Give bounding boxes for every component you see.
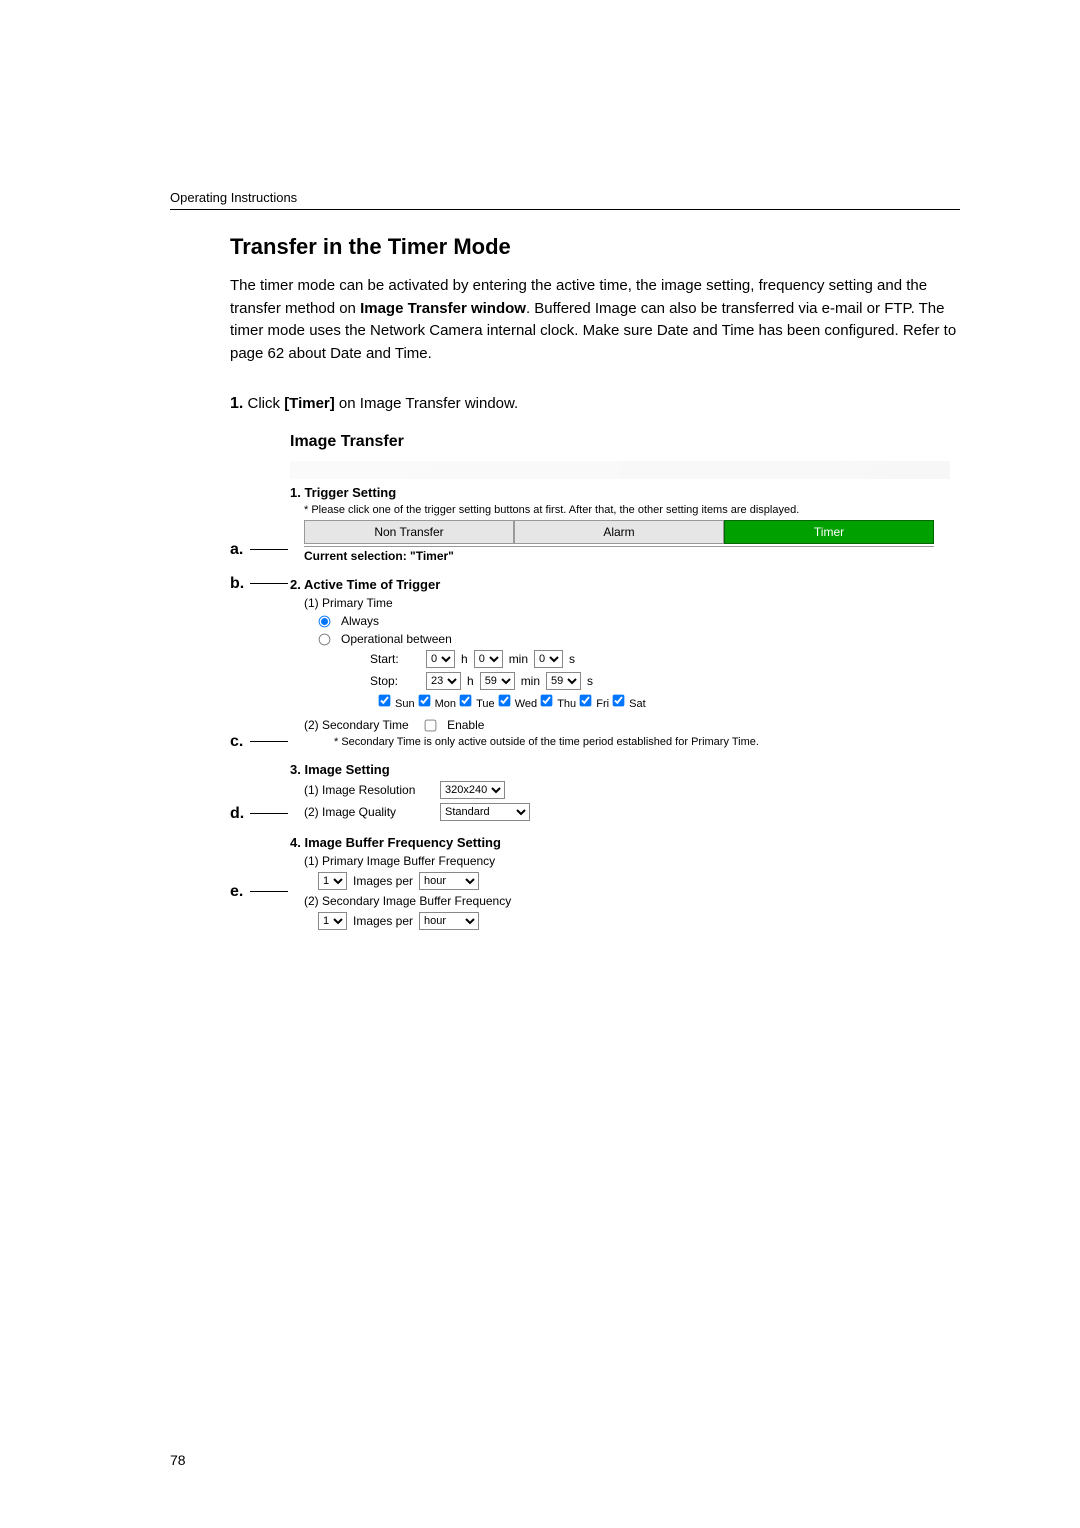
primary-freq-label: (1) Primary Image Buffer Frequency	[304, 854, 950, 868]
primary-unit-select[interactable]: hour	[419, 872, 479, 890]
non-transfer-button[interactable]: Non Transfer	[304, 520, 514, 544]
step-1-pre: Click	[243, 395, 284, 412]
sat-checkbox[interactable]	[613, 695, 625, 707]
primary-mid-label: Images per	[353, 874, 413, 888]
secondary-mid-label: Images per	[353, 914, 413, 928]
frequency-heading: 4. Image Buffer Frequency Setting	[290, 835, 950, 850]
trigger-setting-section: 1. Trigger Setting * Please click one of…	[290, 485, 950, 563]
sun-checkbox[interactable]	[379, 695, 391, 707]
secondary-freq-label: (2) Secondary Image Buffer Frequency	[304, 894, 950, 908]
page-title: Transfer in the Timer Mode	[230, 234, 960, 260]
mon-checkbox[interactable]	[418, 695, 430, 707]
figure: a. b. c. d. e. Image Transfer 1. Trigger…	[250, 433, 960, 930]
days-row: Sun Mon Tue Wed Thu Fri Sat	[378, 694, 950, 710]
enable-checkbox[interactable]	[425, 719, 437, 731]
intro-bold: Image Transfer window	[360, 300, 526, 317]
stop-min-select[interactable]: 59	[480, 672, 515, 690]
unit-m2: min	[521, 674, 540, 688]
unit-s1: s	[569, 652, 575, 666]
step-1-post: on Image Transfer window.	[335, 395, 518, 412]
watermark-strip	[290, 461, 950, 479]
image-setting-heading: 3. Image Setting	[290, 762, 950, 777]
primary-time-label: (1) Primary Time	[304, 596, 950, 610]
thu-checkbox[interactable]	[541, 695, 553, 707]
stop-hour-select[interactable]: 23	[426, 672, 461, 690]
start-hour-select[interactable]: 0	[426, 650, 455, 668]
secondary-note: * Secondary Time is only active outside …	[334, 736, 950, 748]
start-label: Start:	[370, 652, 420, 666]
tue-checkbox[interactable]	[460, 695, 472, 707]
secondary-time-label: (2) Secondary Time	[304, 718, 409, 732]
step-1-bold: [Timer]	[284, 395, 335, 412]
wed-label: Wed	[515, 698, 537, 710]
secondary-count-select[interactable]: 1	[318, 912, 347, 930]
tue-label: Tue	[476, 698, 495, 710]
always-label: Always	[341, 614, 379, 628]
callout-e: e.	[230, 883, 243, 901]
wed-checkbox[interactable]	[498, 695, 510, 707]
frequency-section: 4. Image Buffer Frequency Setting (1) Pr…	[290, 835, 950, 930]
callout-a: a.	[230, 541, 243, 559]
primary-count-select[interactable]: 1	[318, 872, 347, 890]
callout-a-line	[250, 549, 288, 550]
unit-h2: h	[467, 674, 474, 688]
fri-checkbox[interactable]	[580, 695, 592, 707]
trigger-heading: 1. Trigger Setting	[290, 485, 950, 500]
alarm-button[interactable]: Alarm	[514, 520, 724, 544]
callout-d: d.	[230, 805, 244, 823]
enable-label: Enable	[447, 718, 484, 732]
unit-h1: h	[461, 652, 468, 666]
unit-s2: s	[587, 674, 593, 688]
step-1-number: 1.	[230, 395, 243, 412]
start-min-select[interactable]: 0	[474, 650, 503, 668]
panel-title: Image Transfer	[290, 433, 950, 451]
intro-paragraph: The timer mode can be activated by enter…	[230, 275, 960, 365]
active-time-heading: 2. Active Time of Trigger	[290, 577, 950, 592]
step-1: 1. Click [Timer] on Image Transfer windo…	[230, 395, 960, 413]
image-transfer-panel: Image Transfer 1. Trigger Setting * Plea…	[290, 433, 950, 930]
quality-select[interactable]: Standard	[440, 803, 530, 821]
callout-e-line	[250, 891, 288, 892]
sun-label: Sun	[395, 698, 415, 710]
current-selection: Current selection: "Timer"	[304, 546, 934, 563]
callout-c-line	[250, 741, 288, 742]
start-sec-select[interactable]: 0	[534, 650, 563, 668]
callout-d-line	[250, 813, 288, 814]
callout-b: b.	[230, 575, 244, 593]
fri-label: Fri	[596, 698, 609, 710]
trigger-note: * Please click one of the trigger settin…	[304, 504, 950, 516]
unit-m1: min	[509, 652, 528, 666]
sat-label: Sat	[629, 698, 646, 710]
operational-label: Operational between	[341, 632, 452, 646]
stop-sec-select[interactable]: 59	[546, 672, 581, 690]
stop-label: Stop:	[370, 674, 420, 688]
quality-label: (2) Image Quality	[304, 805, 434, 819]
always-radio[interactable]	[319, 615, 331, 627]
mon-label: Mon	[435, 698, 456, 710]
secondary-unit-select[interactable]: hour	[419, 912, 479, 930]
active-time-section: 2. Active Time of Trigger (1) Primary Ti…	[290, 577, 950, 748]
operational-radio[interactable]	[319, 633, 331, 645]
resolution-label: (1) Image Resolution	[304, 783, 434, 797]
callout-c: c.	[230, 733, 243, 751]
header-label: Operating Instructions	[170, 190, 960, 210]
callout-b-line	[250, 583, 288, 584]
page-number: 78	[170, 1452, 186, 1468]
image-setting-section: 3. Image Setting (1) Image Resolution 32…	[290, 762, 950, 821]
timer-button[interactable]: Timer	[724, 520, 934, 544]
thu-label: Thu	[557, 698, 576, 710]
resolution-select[interactable]: 320x240	[440, 781, 505, 799]
